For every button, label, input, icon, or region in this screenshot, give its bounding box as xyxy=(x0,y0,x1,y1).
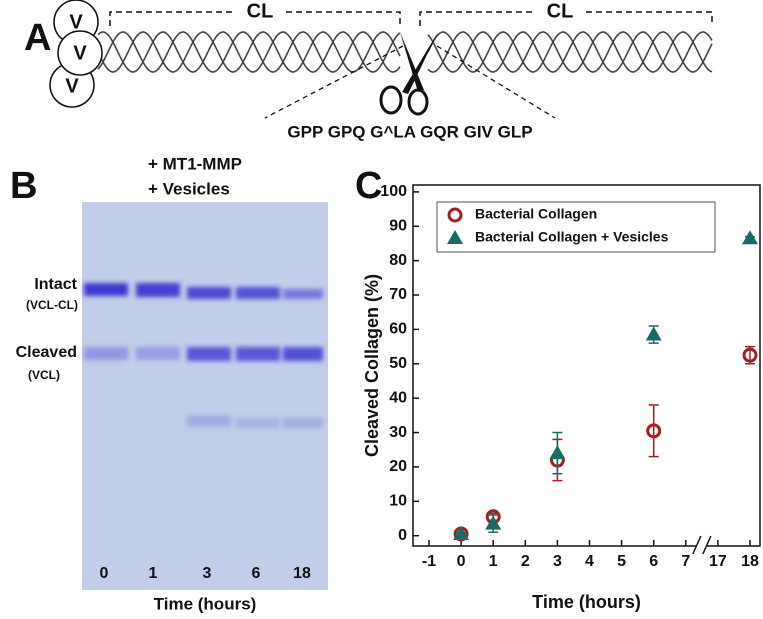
data-point xyxy=(742,230,758,245)
data-point xyxy=(485,515,502,530)
bracket-gap xyxy=(235,2,285,22)
y-tick-label: 100 xyxy=(380,183,407,200)
legend-label: Bacterial Collagen + Vesicles xyxy=(475,229,669,245)
axis-break xyxy=(696,538,707,554)
domain-label: CL xyxy=(247,0,274,22)
chart: 0 10 20 30 40 50 60 70 80 90 100 -1 0 1 2 3 4 5 6 7 17 18 Time… xyxy=(362,183,761,612)
y-tick-label: 10 xyxy=(389,493,407,510)
x-tick-label: 1 xyxy=(489,553,498,570)
helix-strand xyxy=(427,31,713,73)
legend-label: Bacterial Collagen xyxy=(475,206,597,222)
helix-strand xyxy=(427,31,713,73)
lane-label: 0 xyxy=(100,565,109,582)
y-tick-label: 40 xyxy=(389,389,407,406)
plot-frame xyxy=(412,184,761,547)
bracket-gap xyxy=(535,2,585,22)
y-tick-label: 50 xyxy=(389,355,407,372)
y-tick-label: 30 xyxy=(389,424,407,441)
y-tick-label: 0 xyxy=(398,527,407,544)
treatment-label: + Vesicles xyxy=(148,179,230,198)
y-tick-label: 20 xyxy=(389,458,407,475)
y-tick-label: 90 xyxy=(389,217,407,234)
cleavage-sequence: GPP GPQ G^LA GQR GIV GLP xyxy=(287,122,532,141)
data-point xyxy=(549,445,566,460)
vesicle-label: V xyxy=(73,42,87,64)
x-tick-label: -1 xyxy=(422,553,436,570)
legend-marker xyxy=(447,230,463,244)
band-label: Intact xyxy=(34,276,77,293)
x-tick-label: 6 xyxy=(649,553,658,570)
lane-label: 1 xyxy=(149,565,158,582)
axis-break xyxy=(692,535,712,555)
x-tick-label: 2 xyxy=(521,553,530,570)
legend-box xyxy=(436,201,716,253)
x-tick-label: 0 xyxy=(457,553,466,570)
treatment-label: + MT1-MMP xyxy=(148,154,242,173)
data-point xyxy=(646,423,662,439)
panel-label: A xyxy=(24,17,51,59)
domain-label: CL xyxy=(547,0,574,22)
x-tick-label: 5 xyxy=(617,553,626,570)
helix-strand xyxy=(97,31,401,73)
lane-label: 6 xyxy=(252,565,261,582)
x-tick-label: 18 xyxy=(741,553,759,570)
x-tick-label: 7 xyxy=(681,553,690,570)
x-tick-label: 4 xyxy=(585,553,594,570)
domain-bracket xyxy=(109,11,713,26)
zoom-line xyxy=(264,45,556,119)
gel xyxy=(82,202,328,590)
helix-strand xyxy=(97,31,401,73)
y-tick-label: 60 xyxy=(389,321,407,338)
y-tick-label: 70 xyxy=(389,286,407,303)
vesicle-label: V xyxy=(65,75,79,97)
data-point xyxy=(742,347,758,363)
panel-label: C xyxy=(355,165,382,207)
panel-label: B xyxy=(10,165,37,207)
x-axis-title: Time (hours) xyxy=(532,592,641,612)
error-bar xyxy=(648,404,659,458)
band-sublabel: (VCL-CL) xyxy=(26,298,78,312)
vesicle-label: V xyxy=(69,11,83,33)
y-tick-label: 80 xyxy=(389,252,407,269)
collagen-helix xyxy=(97,31,713,73)
lane-label: 3 xyxy=(203,565,212,582)
scissors xyxy=(379,32,438,116)
data-point xyxy=(453,525,470,540)
helix-strand xyxy=(427,31,713,73)
x-tick-label: 17 xyxy=(709,553,727,570)
y-axis-title: Cleaved Collagen (%) xyxy=(362,274,382,457)
band-sublabel: (VCL) xyxy=(28,368,60,382)
helix-strand xyxy=(97,31,401,73)
data-point xyxy=(645,326,662,341)
legend-marker xyxy=(447,207,463,223)
band-label: Cleaved xyxy=(16,344,77,361)
vesicle xyxy=(57,30,103,76)
x-axis-title: Time (hours) xyxy=(154,594,257,613)
lane-label: 18 xyxy=(293,565,311,582)
x-tick-label: 3 xyxy=(553,553,562,570)
